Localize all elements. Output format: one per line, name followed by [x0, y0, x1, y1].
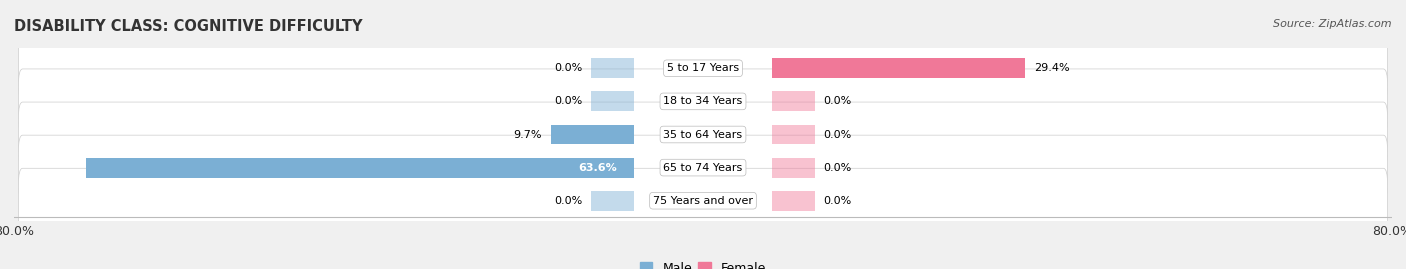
Bar	[772, 191, 815, 211]
Text: Source: ZipAtlas.com: Source: ZipAtlas.com	[1274, 19, 1392, 29]
FancyBboxPatch shape	[18, 102, 1388, 167]
Text: 0.0%: 0.0%	[554, 196, 582, 206]
Text: 29.4%: 29.4%	[1033, 63, 1070, 73]
Text: 65 to 74 Years: 65 to 74 Years	[664, 162, 742, 173]
Bar	[772, 125, 815, 144]
FancyBboxPatch shape	[18, 135, 1388, 200]
Legend: Male, Female: Male, Female	[636, 257, 770, 269]
FancyBboxPatch shape	[18, 69, 1388, 134]
Bar	[86, 158, 634, 178]
Bar	[591, 58, 634, 78]
Text: 0.0%: 0.0%	[824, 129, 852, 140]
Text: 0.0%: 0.0%	[554, 63, 582, 73]
FancyBboxPatch shape	[18, 168, 1388, 233]
Text: 0.0%: 0.0%	[554, 96, 582, 107]
Text: 35 to 64 Years: 35 to 64 Years	[664, 129, 742, 140]
Bar	[591, 191, 634, 211]
Bar	[772, 91, 815, 111]
Bar	[772, 158, 815, 178]
Text: 0.0%: 0.0%	[824, 96, 852, 107]
Text: 0.0%: 0.0%	[824, 162, 852, 173]
Text: 18 to 34 Years: 18 to 34 Years	[664, 96, 742, 107]
Text: 5 to 17 Years: 5 to 17 Years	[666, 63, 740, 73]
Text: 9.7%: 9.7%	[513, 129, 541, 140]
Text: 75 Years and over: 75 Years and over	[652, 196, 754, 206]
Text: DISABILITY CLASS: COGNITIVE DIFFICULTY: DISABILITY CLASS: COGNITIVE DIFFICULTY	[14, 19, 363, 34]
Bar	[772, 58, 1025, 78]
Text: 0.0%: 0.0%	[824, 196, 852, 206]
Bar	[591, 91, 634, 111]
Bar	[551, 125, 634, 144]
FancyBboxPatch shape	[18, 36, 1388, 101]
Text: 63.6%: 63.6%	[578, 162, 617, 173]
